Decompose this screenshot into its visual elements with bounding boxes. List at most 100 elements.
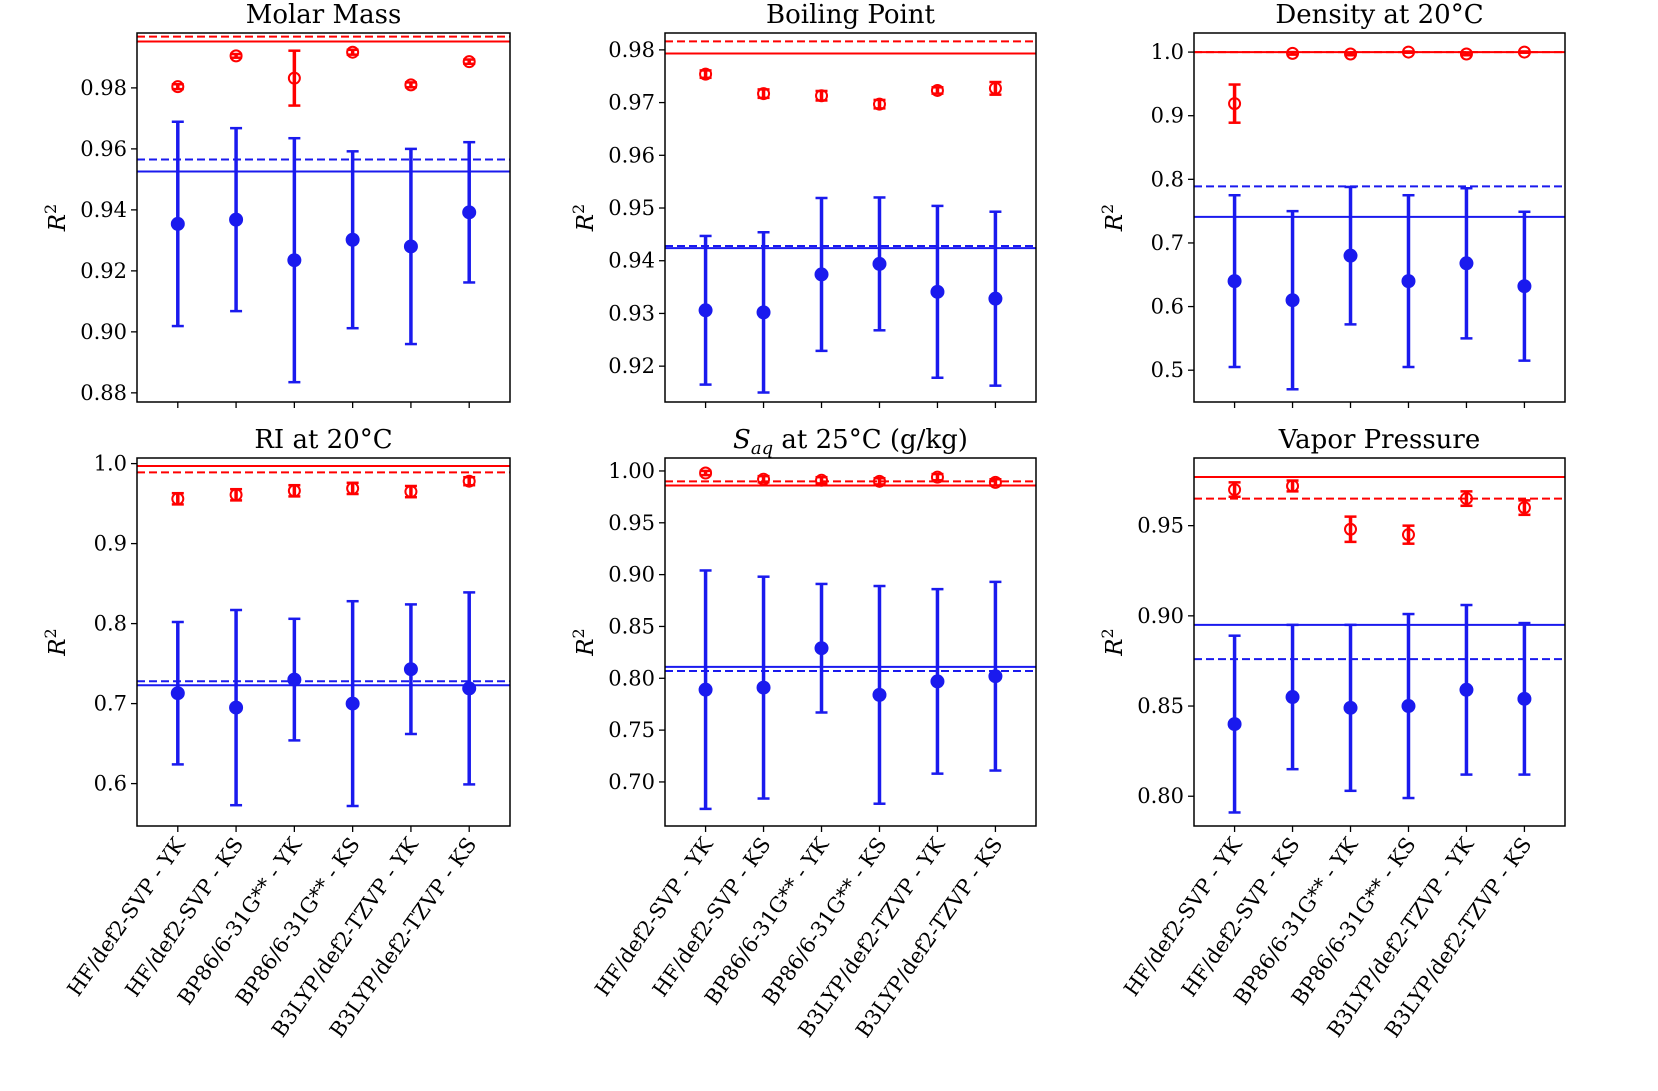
- data-point-red-2: [757, 87, 771, 101]
- error-bar-red-6: [1518, 50, 1531, 54]
- data-point-blue-5: [1459, 256, 1474, 271]
- y-tick-label: 0.95: [608, 196, 655, 220]
- data-point-red-6: [462, 474, 476, 488]
- subplot-title: Molar Mass: [246, 0, 402, 30]
- data-point-blue-3: [287, 672, 302, 687]
- data-point-red-6: [462, 55, 476, 69]
- y-tick-label: 0.96: [80, 137, 127, 161]
- data-point-red-1: [1228, 483, 1242, 497]
- data-point-red-6: [988, 81, 1002, 95]
- error-bar-red-5: [1460, 51, 1473, 57]
- y-tick-label: 0.9: [94, 532, 127, 556]
- error-bar-red-4: [1402, 50, 1415, 54]
- data-point-red-4: [346, 481, 360, 495]
- data-point-red-2: [229, 49, 243, 63]
- y-tick-label: 0.96: [608, 143, 655, 167]
- y-tick-label: 0.8: [94, 612, 127, 636]
- data-point-blue-6: [988, 669, 1003, 684]
- data-point-red-3: [815, 473, 829, 487]
- data-point-blue-2: [229, 700, 244, 715]
- y-tick-label: 0.92: [80, 259, 127, 283]
- subplot-title: Saq at 25°C (g/kg): [733, 425, 968, 459]
- y-axis-label: R2: [41, 204, 71, 233]
- data-point-red-5: [404, 485, 418, 499]
- data-point-blue-5: [930, 284, 945, 299]
- data-point-red-2: [757, 472, 771, 486]
- error-bar-red-1: [699, 469, 712, 477]
- data-point-blue-4: [872, 687, 887, 702]
- y-tick-label: 0.88: [80, 381, 127, 405]
- data-point-red-1: [1228, 97, 1242, 111]
- subplot-title: Density at 20°C: [1275, 0, 1483, 30]
- data-point-red-5: [1459, 492, 1473, 506]
- data-point-blue-2: [756, 305, 771, 320]
- subplot-title: Boiling Point: [766, 0, 936, 30]
- data-point-blue-3: [814, 641, 829, 656]
- data-point-blue-1: [170, 686, 185, 701]
- subplot-4: 0.60.70.80.91.0HF/def2-SVP - YKHF/def2-S…: [41, 425, 511, 1042]
- data-point-red-4: [872, 97, 886, 111]
- data-point-blue-3: [1343, 700, 1358, 715]
- y-tick-label: 0.7: [1151, 231, 1184, 255]
- data-point-blue-5: [403, 662, 418, 677]
- data-point-blue-1: [1227, 717, 1242, 732]
- subplot-title: Vapor Pressure: [1278, 425, 1480, 455]
- y-tick-label: 1.0: [1151, 40, 1184, 64]
- data-point-blue-1: [170, 216, 185, 231]
- error-bar-red-6: [463, 58, 476, 66]
- y-tick-label: 0.70: [608, 770, 655, 794]
- data-point-red-2: [229, 488, 243, 502]
- data-point-red-3: [287, 484, 301, 498]
- data-point-red-6: [1517, 45, 1531, 59]
- data-point-blue-6: [462, 205, 477, 220]
- y-tick-label: 0.95: [608, 511, 655, 535]
- subplot-title: RI at 20°C: [254, 425, 392, 455]
- data-point-blue-2: [1285, 293, 1300, 308]
- data-point-blue-2: [229, 212, 244, 227]
- data-point-blue-1: [698, 682, 713, 697]
- data-point-red-5: [930, 83, 944, 97]
- y-tick-label: 0.92: [608, 354, 655, 378]
- data-point-blue-4: [872, 256, 887, 271]
- error-bar-red-2: [230, 52, 243, 59]
- error-bar-red-2: [1286, 50, 1299, 56]
- y-tick-label: 0.6: [1151, 295, 1184, 319]
- data-point-red-4: [1401, 45, 1415, 59]
- y-axis-label: R2: [1098, 628, 1128, 657]
- y-tick-label: 1.0: [94, 452, 127, 476]
- y-axis-label: R2: [569, 204, 599, 233]
- data-point-red-3: [1344, 522, 1358, 536]
- data-point-blue-6: [1517, 691, 1532, 706]
- data-point-blue-6: [1517, 279, 1532, 294]
- y-tick-label: 0.93: [608, 301, 655, 325]
- data-point-red-4: [1401, 528, 1415, 542]
- axes-frame: [1193, 32, 1566, 403]
- data-point-red-1: [699, 67, 713, 81]
- y-tick-label: 0.85: [1137, 694, 1184, 718]
- y-tick-label: 0.90: [608, 563, 655, 587]
- data-point-blue-4: [345, 696, 360, 711]
- data-point-blue-1: [1227, 274, 1242, 289]
- axes-frame: [136, 457, 511, 827]
- y-tick-label: 0.80: [1137, 784, 1184, 808]
- data-point-blue-3: [814, 267, 829, 282]
- data-point-red-3: [1344, 47, 1358, 61]
- y-tick-label: 0.6: [94, 772, 127, 796]
- y-tick-label: 0.9: [1151, 104, 1184, 128]
- data-point-blue-6: [462, 681, 477, 696]
- data-point-blue-3: [1343, 248, 1358, 263]
- y-tick-label: 0.94: [608, 249, 655, 273]
- data-point-red-5: [930, 470, 944, 484]
- subplot-1: 0.88 0.90 0.92 0.94 0.96 0.98 Molar Mass R2: [41, 0, 511, 408]
- y-tick-label: 0.7: [94, 692, 127, 716]
- y-tick-label: 0.95: [1137, 514, 1184, 538]
- data-point-blue-4: [345, 232, 360, 247]
- axes-frame: [1193, 457, 1566, 827]
- error-bar-red-3: [1344, 515, 1357, 544]
- data-point-blue-5: [403, 239, 418, 254]
- data-point-red-4: [872, 474, 886, 488]
- error-bar-red-1: [1228, 83, 1241, 124]
- data-point-blue-3: [287, 253, 302, 268]
